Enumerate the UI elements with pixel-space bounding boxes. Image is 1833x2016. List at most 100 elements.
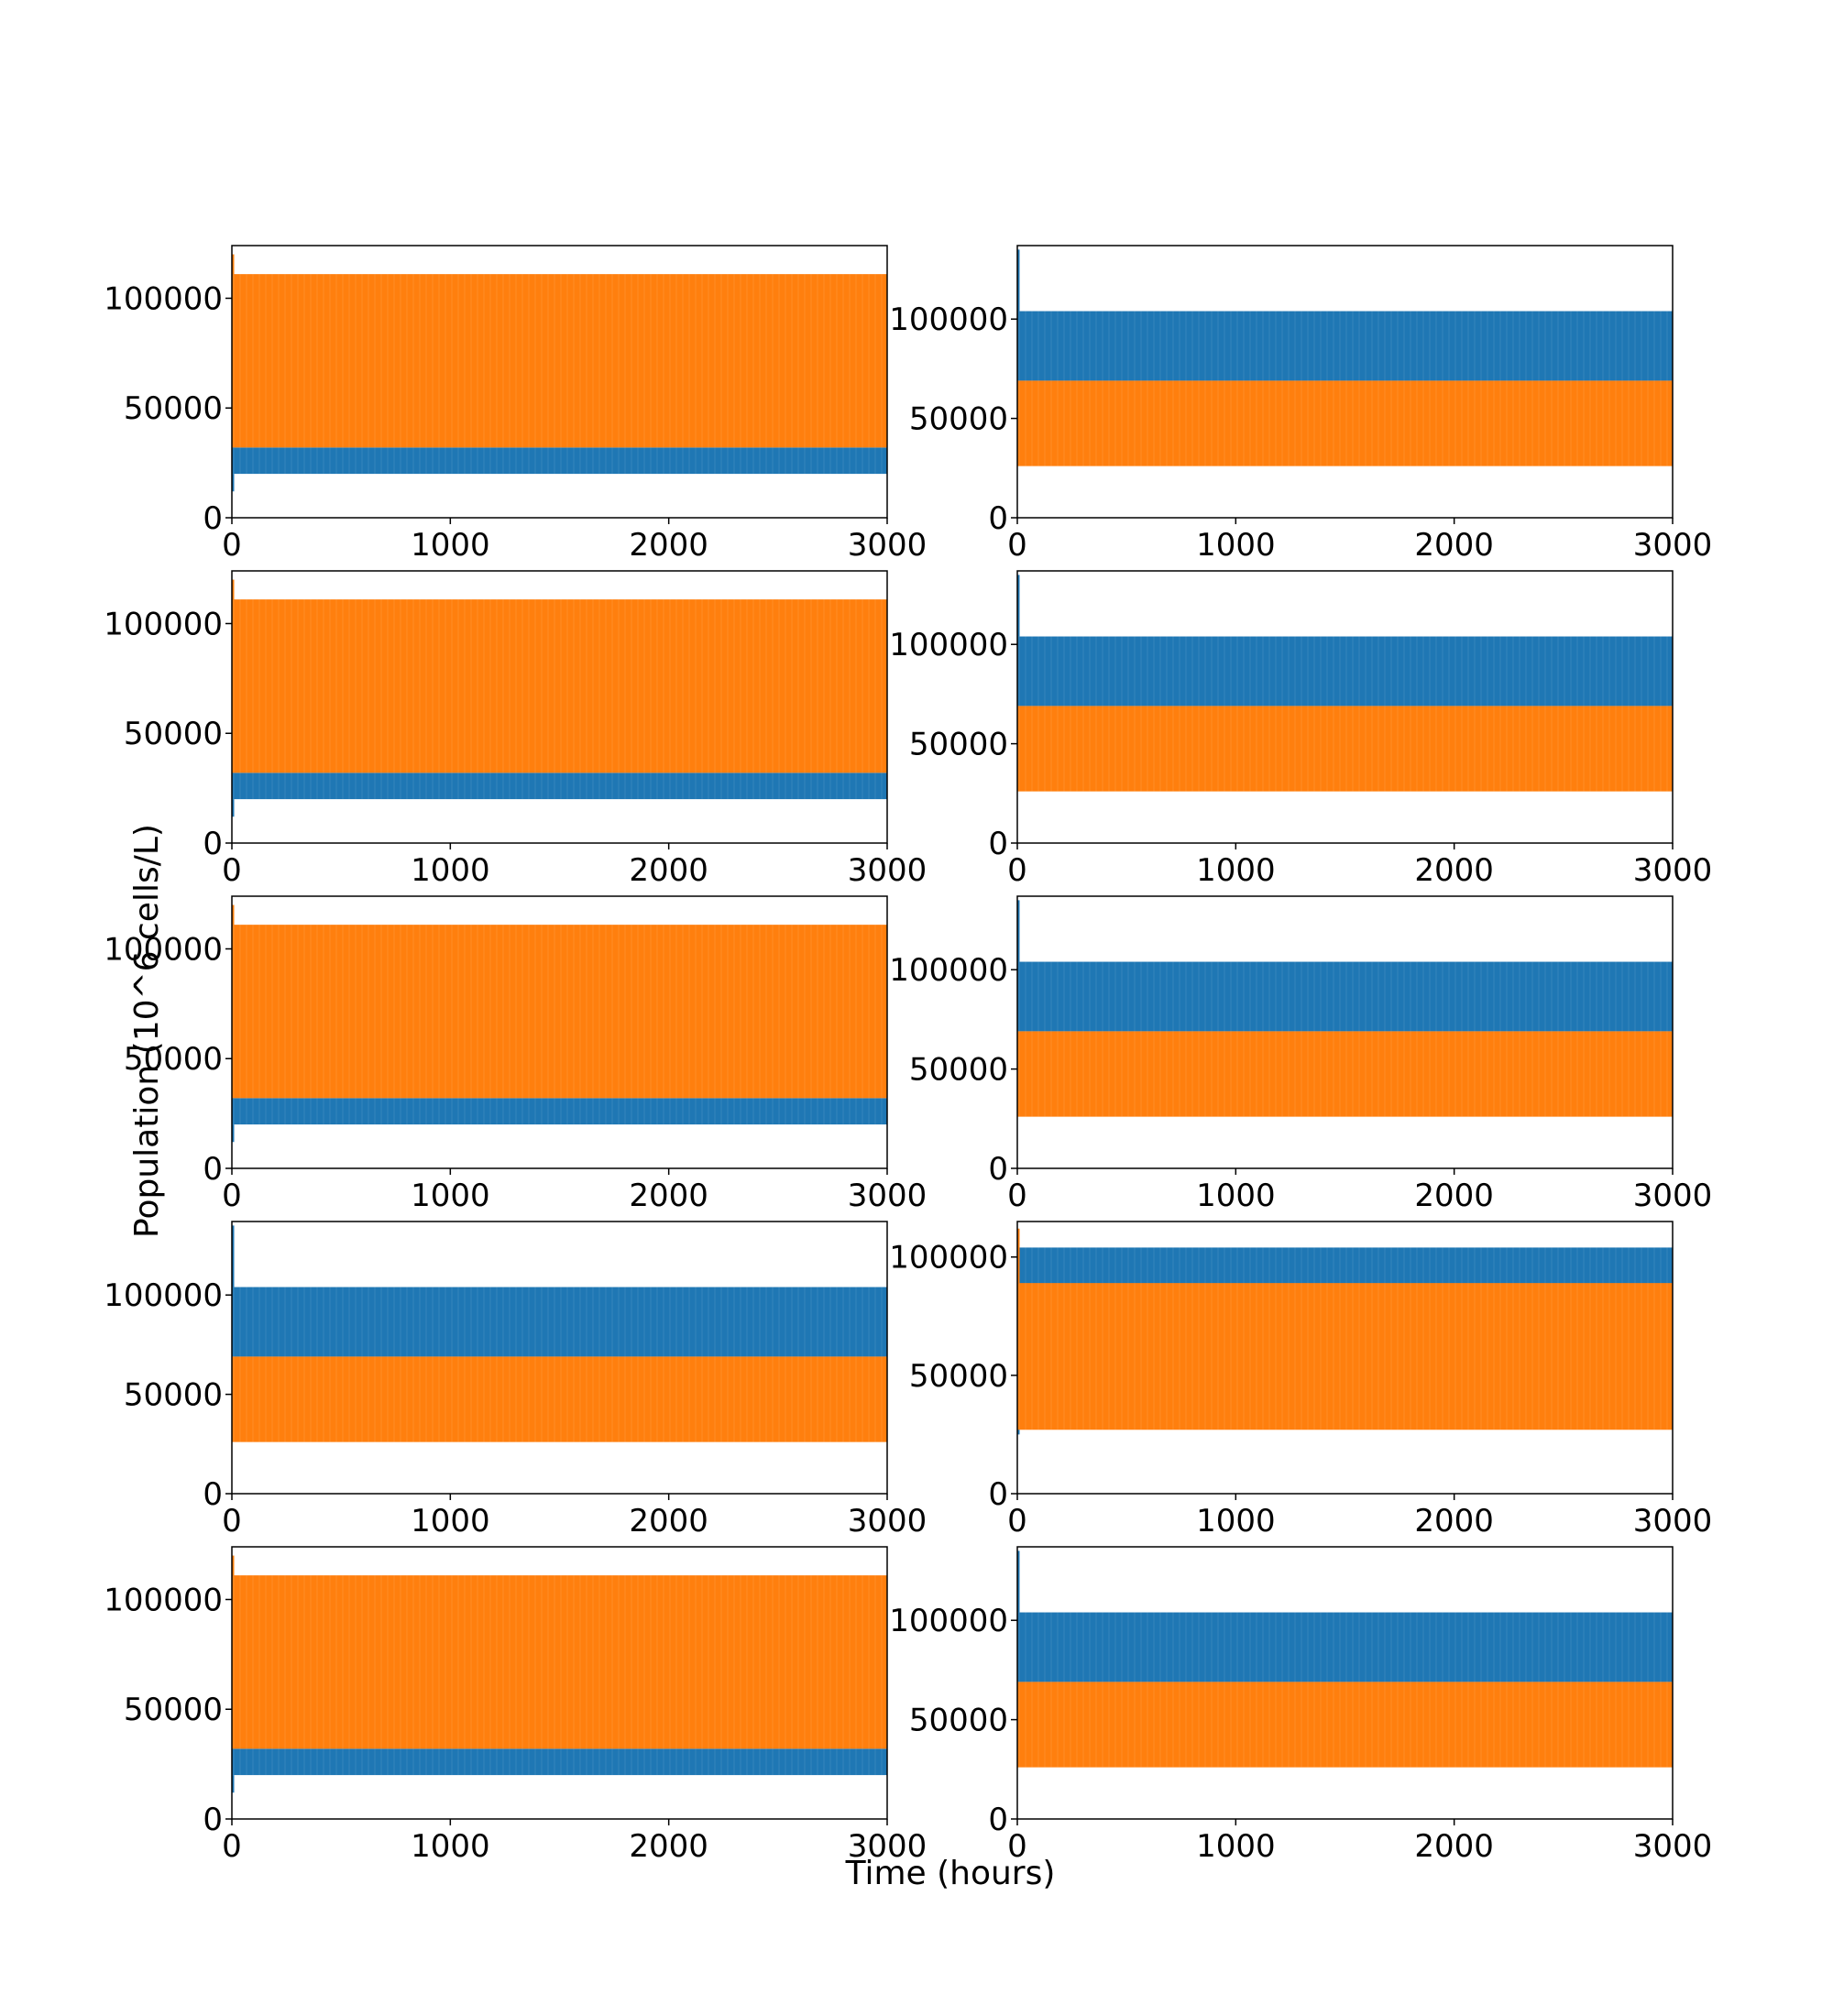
series-oscillation-2 [233, 1356, 883, 1442]
axes-frame [231, 1546, 888, 1820]
axes-frame [231, 1221, 888, 1495]
y-tick-label: 50000 [124, 1041, 223, 1078]
axes-frame [1016, 245, 1674, 519]
y-tick-label: 100000 [889, 952, 1008, 989]
x-tick-label: 0 [1007, 1178, 1027, 1214]
x-tick-label: 3000 [1633, 527, 1713, 564]
x-tick-label: 0 [1007, 852, 1027, 889]
x-tick-label: 2000 [629, 1178, 708, 1214]
series-band-1 [1017, 311, 1673, 381]
series-oscillation-1 [233, 447, 883, 475]
series-band-2 [1017, 1031, 1673, 1117]
series-oscillation-1 [1018, 1612, 1668, 1682]
y-tick-label: 100000 [104, 606, 223, 642]
y-tick-label: 50000 [909, 1358, 1008, 1395]
series-band-1 [1017, 636, 1673, 707]
y-tick-label: 100000 [889, 1603, 1008, 1639]
series-oscillation-1 [1018, 636, 1668, 707]
x-tick-label: 2000 [1414, 1178, 1494, 1214]
panel-row5-left: 0 1000 2000 3000 0 50000 100000 [104, 1546, 927, 1865]
x-tick-label: 2000 [629, 1828, 708, 1865]
y-axis-label: Population (10^6 cells/L) [128, 824, 166, 1238]
y-tick-label: 0 [203, 1476, 223, 1513]
y-tick-label: 0 [203, 1802, 223, 1838]
y-tick-label: 0 [988, 1151, 1008, 1188]
series-oscillation-2 [1018, 1283, 1668, 1430]
x-tick-label: 2000 [1414, 1828, 1494, 1865]
y-tick-label: 0 [988, 1802, 1008, 1838]
x-tick-label: 3000 [848, 1178, 927, 1214]
x-tick-label: 3000 [1633, 852, 1713, 889]
x-tick-label: 0 [1007, 1828, 1027, 1865]
x-tick-label: 2000 [1414, 1503, 1494, 1539]
x-axis-label: Time (hours) [845, 1855, 1056, 1892]
x-tick-label: 1000 [411, 1503, 490, 1539]
y-tick-label: 0 [203, 500, 223, 537]
y-tick-label: 100000 [104, 1582, 223, 1618]
y-tick-label: 0 [203, 826, 223, 862]
y-tick-label: 50000 [124, 390, 223, 427]
y-tick-label: 100000 [889, 301, 1008, 338]
x-tick-label: 2000 [1414, 852, 1494, 889]
x-tick-label: 1000 [411, 527, 490, 564]
series-oscillation-2 [1018, 706, 1668, 792]
y-tick-label: 100000 [104, 280, 223, 317]
series-oscillation-1 [1018, 311, 1668, 381]
x-tick-label: 3000 [1633, 1503, 1713, 1539]
series-oscillation-2 [233, 925, 883, 1099]
x-tick-label: 0 [222, 527, 242, 564]
x-tick-label: 3000 [1633, 1828, 1713, 1865]
series-band-2 [1017, 706, 1673, 792]
series-band-1 [1017, 961, 1673, 1032]
y-tick-label: 50000 [909, 1052, 1008, 1089]
series-band-1 [232, 447, 887, 475]
x-tick-label: 0 [222, 1503, 242, 1539]
x-tick-label: 1000 [1196, 1178, 1276, 1214]
x-tick-label: 2000 [629, 527, 708, 564]
series-band-2 [1017, 380, 1673, 466]
series-oscillation-1 [233, 1748, 883, 1776]
series-oscillation-1 [233, 772, 883, 800]
axes-frame [231, 570, 888, 844]
axes-frame [231, 895, 888, 1169]
panel-row3-left: 0 1000 2000 3000 0 50000 100000 [104, 895, 927, 1214]
y-tick-label: 50000 [124, 1692, 223, 1728]
series-band-1 [232, 1748, 887, 1776]
x-tick-label: 3000 [1633, 1178, 1713, 1214]
series-band-2 [232, 274, 887, 448]
x-tick-label: 3000 [848, 1503, 927, 1539]
x-tick-label: 1000 [411, 1828, 490, 1865]
panel-row5-right: 0 1000 2000 3000 0 50000 100000 [889, 1546, 1713, 1865]
y-tick-label: 0 [988, 1476, 1008, 1513]
y-tick-label: 100000 [104, 931, 223, 968]
x-tick-label: 1000 [411, 1178, 490, 1214]
panel-row2-right: 0 1000 2000 3000 0 50000 100000 [889, 570, 1713, 889]
series-oscillation-1 [233, 1287, 883, 1357]
series-oscillation-1 [1018, 961, 1668, 1032]
series-band-1 [232, 1287, 887, 1357]
panel-row1-left: 0 1000 2000 3000 0 50000 100000 [104, 245, 927, 564]
x-tick-label: 2000 [1414, 527, 1494, 564]
series-oscillation-2 [233, 274, 883, 448]
x-tick-label: 3000 [848, 527, 927, 564]
y-tick-label: 50000 [909, 401, 1008, 438]
y-tick-label: 0 [203, 1151, 223, 1188]
y-tick-label: 100000 [889, 627, 1008, 663]
x-tick-label: 0 [1007, 1503, 1027, 1539]
y-tick-label: 50000 [909, 727, 1008, 763]
series-oscillation-2 [1018, 380, 1668, 466]
x-tick-label: 0 [222, 1828, 242, 1865]
panel-row4-right: 0 1000 2000 3000 0 50000 100000 [889, 1221, 1713, 1539]
series-oscillation-1 [233, 1098, 883, 1125]
y-tick-label: 100000 [889, 1240, 1008, 1276]
x-tick-label: 1000 [1196, 1503, 1276, 1539]
axes-frame [1016, 895, 1674, 1169]
series-band-1 [232, 772, 887, 800]
x-tick-label: 3000 [848, 852, 927, 889]
panel-row3-right: 0 1000 2000 3000 0 50000 100000 [889, 895, 1713, 1214]
y-tick-label: 100000 [104, 1277, 223, 1314]
x-tick-label: 0 [222, 852, 242, 889]
x-tick-label: 2000 [629, 1503, 708, 1539]
series-band-2 [1017, 1283, 1673, 1430]
